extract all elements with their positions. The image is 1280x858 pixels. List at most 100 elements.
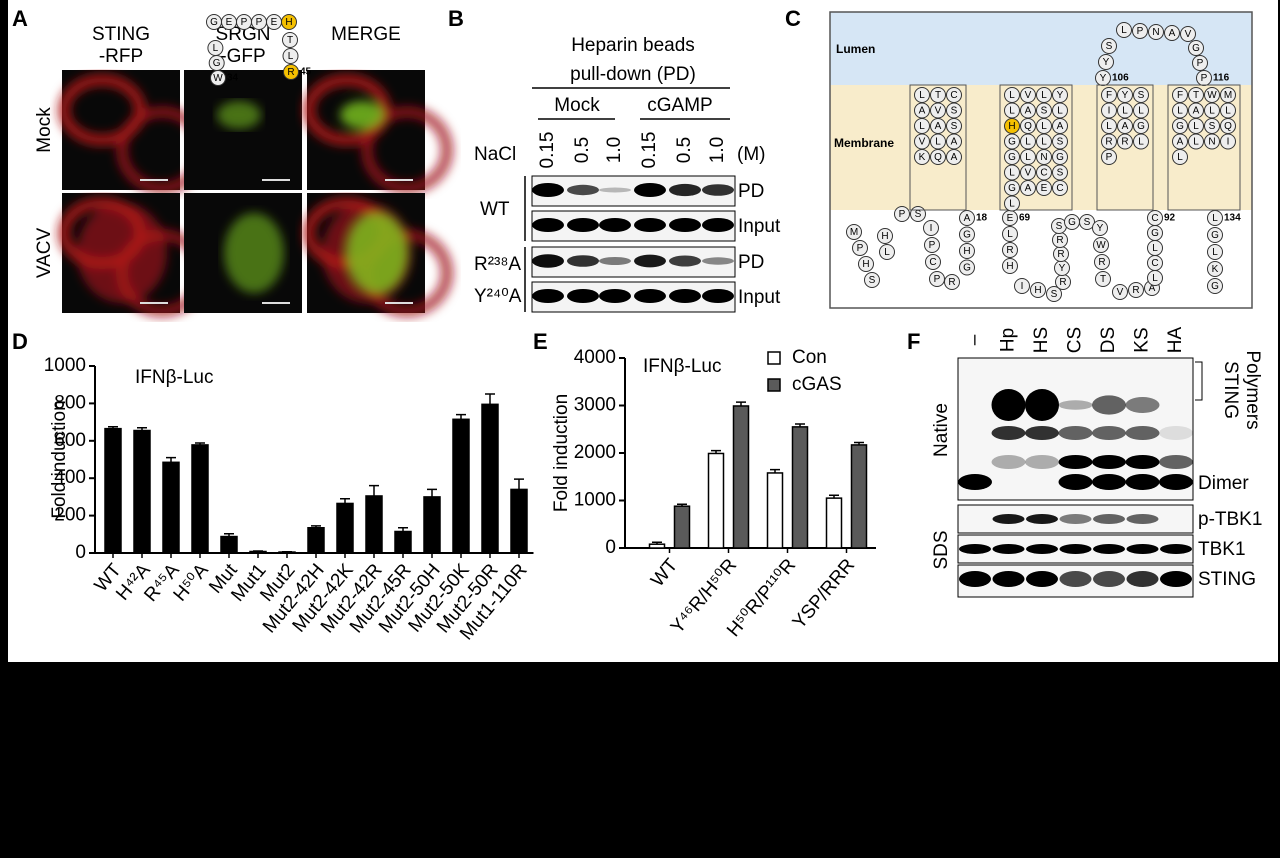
legend-swatch xyxy=(767,351,781,365)
residue-letter: A xyxy=(1193,106,1200,117)
residue-letter: C xyxy=(1040,168,1047,179)
bar xyxy=(365,495,383,554)
residue-letter: C xyxy=(1151,213,1158,224)
error-bar xyxy=(514,478,524,490)
band xyxy=(1092,474,1126,490)
blot-strip xyxy=(531,210,736,242)
band xyxy=(1125,426,1160,440)
bracket xyxy=(1195,361,1203,401)
residue-letter: S xyxy=(1051,289,1058,300)
band xyxy=(634,254,666,268)
residue-letter: Y xyxy=(1122,90,1129,101)
residue-letter: L xyxy=(1122,106,1128,117)
residue xyxy=(1117,133,1133,150)
residue-letter: L xyxy=(1041,137,1047,148)
band xyxy=(1058,474,1093,490)
residue-letter: S xyxy=(1056,221,1063,232)
band xyxy=(1058,400,1093,410)
error-bar xyxy=(677,503,687,507)
row-label: Mock xyxy=(34,107,55,153)
band xyxy=(532,254,564,268)
y-tick-label: 4000 xyxy=(574,347,616,368)
residue-letter: N xyxy=(1208,137,1215,148)
residue-letter: L xyxy=(1193,121,1199,132)
residue xyxy=(1132,23,1148,39)
error-bar xyxy=(195,442,205,445)
residue-letter: V xyxy=(1185,29,1192,40)
row-label: VACV xyxy=(34,228,55,279)
band xyxy=(599,187,631,193)
residue xyxy=(1192,55,1208,71)
residue-letter: R xyxy=(1098,257,1105,268)
lane-label: Hp xyxy=(998,328,1019,352)
residue xyxy=(923,220,939,236)
band xyxy=(599,289,631,303)
residue-letter: L xyxy=(1209,106,1215,117)
band xyxy=(634,289,666,303)
bar xyxy=(452,418,470,554)
band xyxy=(669,289,701,303)
residue-letter: P xyxy=(1201,73,1208,84)
residue-letter: L xyxy=(1009,90,1015,101)
residue-letter: V xyxy=(1025,168,1032,179)
bar xyxy=(648,543,666,549)
concentration: 0.15 xyxy=(537,132,558,169)
polymer-label: STING xyxy=(1220,361,1241,419)
residue xyxy=(283,64,299,80)
residue-letter: I xyxy=(1108,106,1111,117)
residue-letter: S xyxy=(1041,106,1048,117)
residue xyxy=(877,228,893,244)
band xyxy=(1160,544,1192,554)
row-label: WT xyxy=(480,199,510,220)
residue-letter: L xyxy=(1212,247,1218,258)
residue-number: 116 xyxy=(1213,73,1230,84)
residue-letter: G xyxy=(1211,230,1219,241)
legend-swatch xyxy=(767,378,781,392)
residue xyxy=(846,224,862,240)
residue-letter: L xyxy=(1177,106,1183,117)
residue xyxy=(1004,195,1020,212)
band xyxy=(991,426,1026,440)
residue xyxy=(930,149,946,165)
residue-number: 34 xyxy=(227,73,239,84)
residue-number: 69 xyxy=(1019,213,1031,224)
cells xyxy=(224,213,284,293)
residue-letter: A xyxy=(964,213,971,224)
y-tick-label: 0 xyxy=(605,537,616,558)
residue-letter: R xyxy=(1105,137,1112,148)
residue xyxy=(864,272,880,288)
band xyxy=(634,218,666,232)
band xyxy=(1058,426,1093,440)
residue-letter: Q xyxy=(934,152,942,163)
bar xyxy=(707,452,725,549)
residue-letter: W xyxy=(1207,90,1217,101)
error-bar xyxy=(456,413,466,420)
section-label: SDS xyxy=(931,530,952,569)
residue-number: 106 xyxy=(1112,73,1129,84)
residue-letter: C xyxy=(950,90,957,101)
bar xyxy=(850,444,868,549)
band xyxy=(1026,544,1058,554)
blot-title: Heparin beads xyxy=(571,35,695,56)
residue-letter: R xyxy=(1132,285,1139,296)
residue-letter: G xyxy=(1192,43,1200,54)
residue-letter: P xyxy=(899,209,906,220)
band-label: STING xyxy=(1198,569,1256,590)
bar xyxy=(766,472,784,549)
residue-letter: A xyxy=(1025,106,1032,117)
residue xyxy=(1079,214,1095,230)
panel-letter: A xyxy=(12,6,28,31)
bar xyxy=(249,550,267,554)
lane-label: DS xyxy=(1098,327,1119,353)
residue-letter: P xyxy=(857,243,864,254)
bar xyxy=(104,427,122,554)
residue-letter: V xyxy=(1025,90,1032,101)
residue-number: 18 xyxy=(976,213,988,224)
column-header: STING xyxy=(92,24,150,45)
band xyxy=(992,514,1025,524)
residue-letter: V xyxy=(919,137,926,148)
residue-letter: L xyxy=(1025,137,1031,148)
lane-label: – xyxy=(964,334,985,345)
residue-letter: H xyxy=(285,17,292,28)
residue xyxy=(1052,180,1068,196)
